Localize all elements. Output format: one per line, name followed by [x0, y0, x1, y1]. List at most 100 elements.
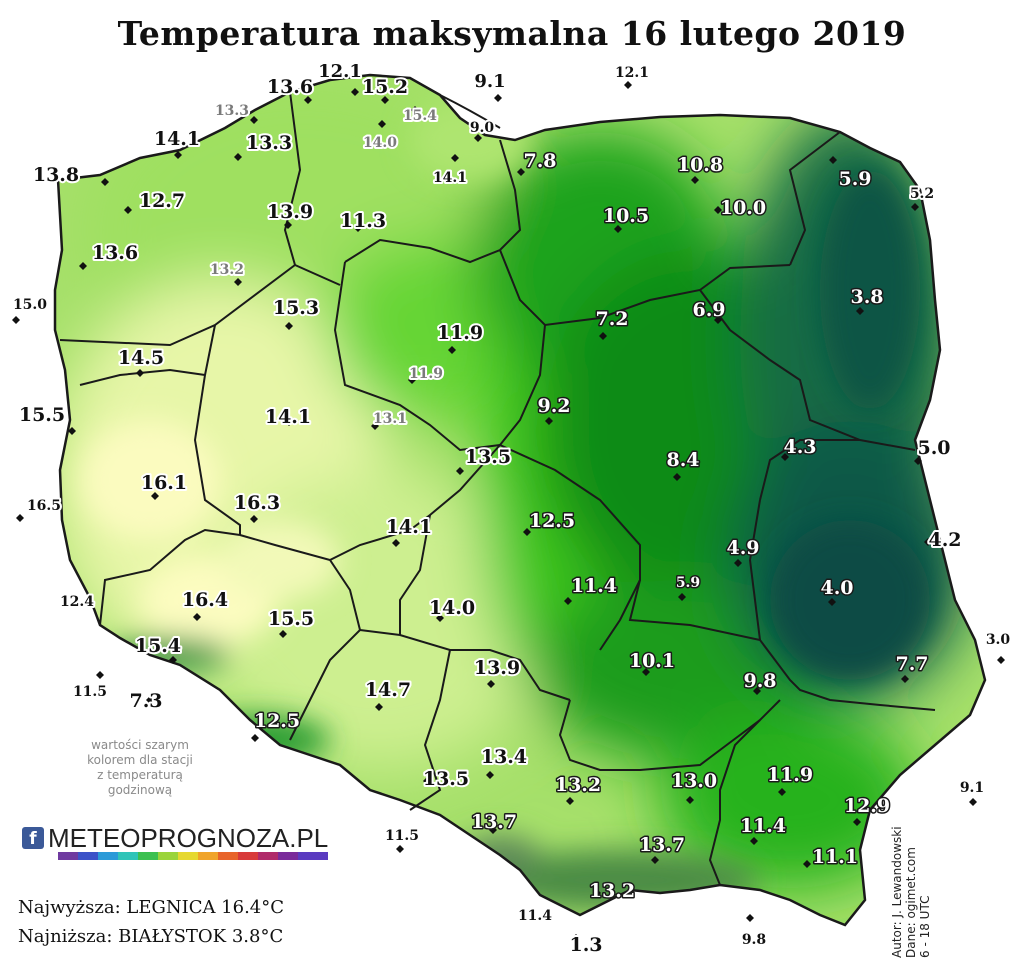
station-marker [642, 668, 650, 676]
station-temp-label: 13.2 [555, 774, 601, 796]
station-marker [624, 81, 632, 89]
station-marker [193, 613, 201, 621]
station-marker [285, 418, 293, 426]
station-labels: 13.612.115.2 9.1 12.113.3 15.414.09.014.1 13… [11, 59, 1012, 958]
station-temp-label: 12.9 [844, 795, 890, 817]
station-temp-label: 15.4 [403, 108, 437, 124]
station-temp-label: 1.3 [569, 934, 602, 956]
station-marker [543, 914, 551, 922]
station-marker [911, 203, 919, 211]
station-temp-label: 9.2 [537, 395, 570, 417]
station-marker [174, 151, 182, 159]
station-marker [714, 316, 722, 324]
station-marker [901, 675, 909, 683]
lowest-temp: Najniższa: BIAŁYSTOK 3.8°C [18, 926, 284, 947]
station-marker [523, 528, 531, 536]
station-temp-label: 4.3 [783, 436, 816, 458]
station-temp-label: 15.0 [13, 297, 47, 313]
station-marker [494, 94, 502, 102]
hel-peninsula [439, 94, 501, 129]
station-marker [803, 860, 811, 868]
station-marker [285, 322, 293, 330]
facebook-icon[interactable]: f [22, 827, 44, 849]
station-marker [234, 153, 242, 161]
station-temp-label: 13.7 [639, 834, 685, 856]
station-marker [408, 376, 416, 384]
station-temp-label: 10.0 [720, 197, 766, 219]
station-marker [375, 703, 383, 711]
station-temp-label: 16.4 [182, 589, 228, 611]
station-temp-label: 13.6 [92, 242, 138, 264]
station-marker [371, 422, 379, 430]
station-temp-label: 10.8 [677, 154, 723, 176]
station-temp-label: 9.1 [474, 71, 505, 92]
station-temp-label: 16.1 [141, 472, 187, 494]
station-temp-label: 14.0 [429, 597, 475, 619]
station-temp-label: 10.1 [629, 650, 675, 672]
station-temp-label: 12.7 [139, 190, 185, 212]
station-temp-label: 13.3 [246, 132, 292, 154]
country-border [53, 73, 987, 927]
station-marker [423, 777, 431, 785]
station-temp-label: 11.4 [518, 908, 552, 924]
logo-color-strip [58, 852, 328, 860]
station-temp-label: 12.1 [615, 65, 649, 81]
station-marker [378, 120, 386, 128]
station-temp-label: 15.4 [135, 635, 181, 657]
station-temp-label: 3.0 [986, 632, 1011, 648]
station-temp-label: 13.2 [210, 262, 244, 278]
station-markers [12, 81, 1005, 942]
station-marker [781, 453, 789, 461]
note-line: wartości szarym [91, 738, 189, 752]
station-marker [489, 826, 497, 834]
station-marker [448, 346, 456, 354]
station-marker [351, 88, 359, 96]
station-marker [136, 369, 144, 377]
logo-text: METEOPROGNOZA.PL [48, 822, 329, 853]
gray-value-note: wartości szarym kolorem dla stacji z tem… [60, 738, 220, 798]
station-temp-label: 15.5 [19, 404, 65, 426]
station-temp-label: 14.0 [363, 135, 397, 151]
station-temp-label: 5.9 [838, 168, 871, 190]
station-marker [614, 225, 622, 233]
station-temp-label: 4.9 [726, 537, 759, 559]
station-marker [673, 473, 681, 481]
station-marker [746, 914, 754, 922]
station-temp-label: 9.8 [743, 670, 776, 692]
station-marker [572, 934, 580, 942]
station-temp-label: 14.1 [265, 406, 311, 428]
credit-author: Autor: J. Lewandowski [890, 826, 904, 958]
station-temp-label: 15.2 [362, 76, 408, 98]
station-marker [474, 134, 482, 142]
station-temp-label: 5.9 [676, 575, 700, 591]
station-marker [678, 593, 686, 601]
station-marker [753, 687, 761, 695]
credit-time: 6 - 18 UTC [918, 895, 932, 958]
station-temp-label: 10.5 [603, 205, 649, 227]
station-temp-label: 15.3 [273, 297, 319, 319]
station-temp-label: 7.2 [595, 308, 628, 330]
station-temp-label: 7.8 [523, 150, 556, 172]
station-marker [486, 771, 494, 779]
station-temp-label: 13.0 [671, 770, 717, 792]
station-temp-label: 4.2 [928, 529, 961, 551]
station-temp-label: 13.6 [267, 76, 313, 98]
province-borders [59, 91, 936, 886]
station-marker [564, 597, 572, 605]
station-temp-label: 14.5 [118, 347, 164, 369]
station-temp-label: 14.1 [154, 128, 200, 150]
station-marker [169, 656, 177, 664]
station-temp-label: 13.5 [423, 768, 469, 790]
station-temp-label: 13.9 [474, 657, 520, 679]
station-marker [86, 597, 94, 605]
station-marker [924, 538, 932, 546]
station-marker [396, 845, 404, 853]
station-temp-label: 5.2 [910, 186, 934, 202]
station-marker [12, 316, 20, 324]
station-marker [96, 671, 104, 679]
station-marker [146, 696, 154, 704]
station-temp-label: 14.1 [386, 516, 432, 538]
meteoprognoza-logo[interactable]: f METEOPROGNOZA.PL [22, 818, 328, 858]
station-temp-label: 13.2 [589, 880, 635, 902]
